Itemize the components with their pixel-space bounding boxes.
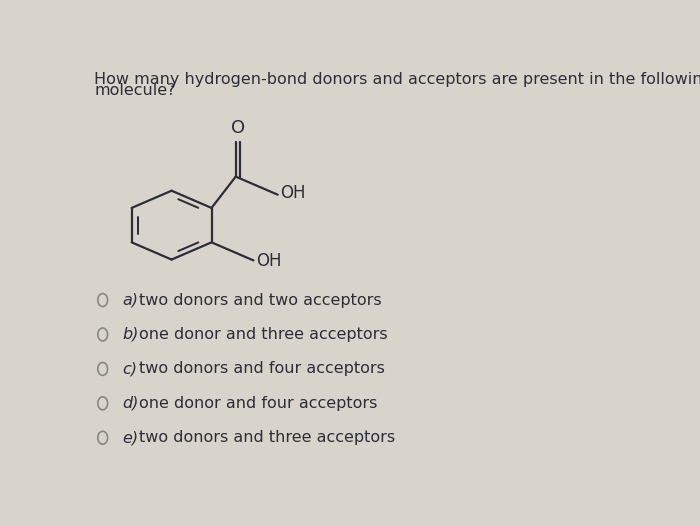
Text: two donors and two acceptors: two donors and two acceptors: [139, 292, 382, 308]
Text: How many hydrogen-bond donors and acceptors are present in the following: How many hydrogen-bond donors and accept…: [94, 72, 700, 87]
Text: two donors and three acceptors: two donors and three acceptors: [139, 430, 395, 446]
Text: c): c): [122, 361, 138, 377]
Text: OH: OH: [281, 184, 306, 202]
Text: a): a): [122, 292, 139, 308]
Text: d): d): [122, 396, 139, 411]
Text: e): e): [122, 430, 139, 446]
Text: O: O: [230, 119, 245, 137]
Text: b): b): [122, 327, 139, 342]
Text: molecule?: molecule?: [94, 83, 176, 98]
Text: one donor and four acceptors: one donor and four acceptors: [139, 396, 377, 411]
Text: two donors and four acceptors: two donors and four acceptors: [139, 361, 385, 377]
Text: OH: OH: [256, 252, 281, 270]
Text: one donor and three acceptors: one donor and three acceptors: [139, 327, 388, 342]
